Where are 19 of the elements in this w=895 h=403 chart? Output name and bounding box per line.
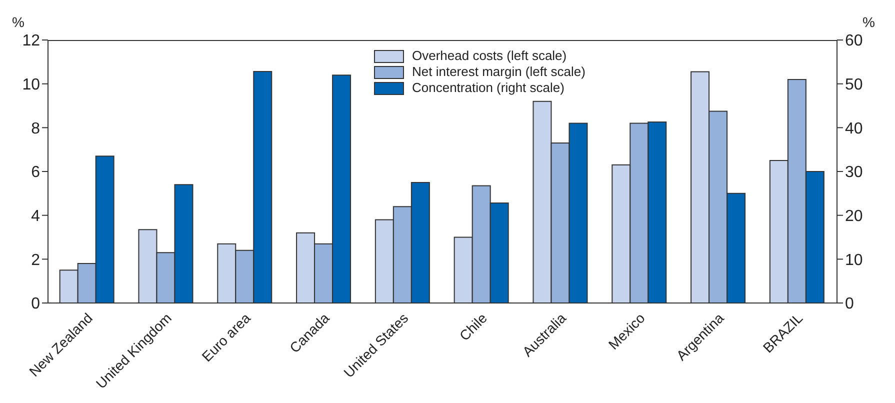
y-tick-label: 8 (31, 120, 40, 138)
y2-axis-title: % (862, 14, 875, 30)
legend-label: Concentration (right scale) (412, 80, 564, 96)
y-tick-label: 4 (31, 208, 40, 226)
y2-tick-label: 40 (845, 120, 863, 138)
y2-tick-label: 20 (845, 208, 863, 226)
y-tick-label: 2 (31, 252, 40, 269)
y2-tick-label: 30 (845, 164, 863, 182)
y2-tick-label: 10 (845, 252, 863, 269)
legend-label: Overhead costs (left scale) (412, 48, 567, 64)
y2-tick-label: 50 (845, 76, 863, 94)
y2-tick-label: 0 (845, 296, 854, 313)
y-tick-label: 0 (31, 296, 40, 313)
legend-label: Net interest margin (left scale) (412, 64, 586, 80)
y-axis-title: % (12, 14, 24, 30)
y2-tick-label: 60 (845, 32, 863, 50)
y-tick-label: 10 (22, 76, 40, 94)
y-tick-label: 6 (31, 164, 40, 182)
y-tick-label: 12 (22, 32, 40, 50)
